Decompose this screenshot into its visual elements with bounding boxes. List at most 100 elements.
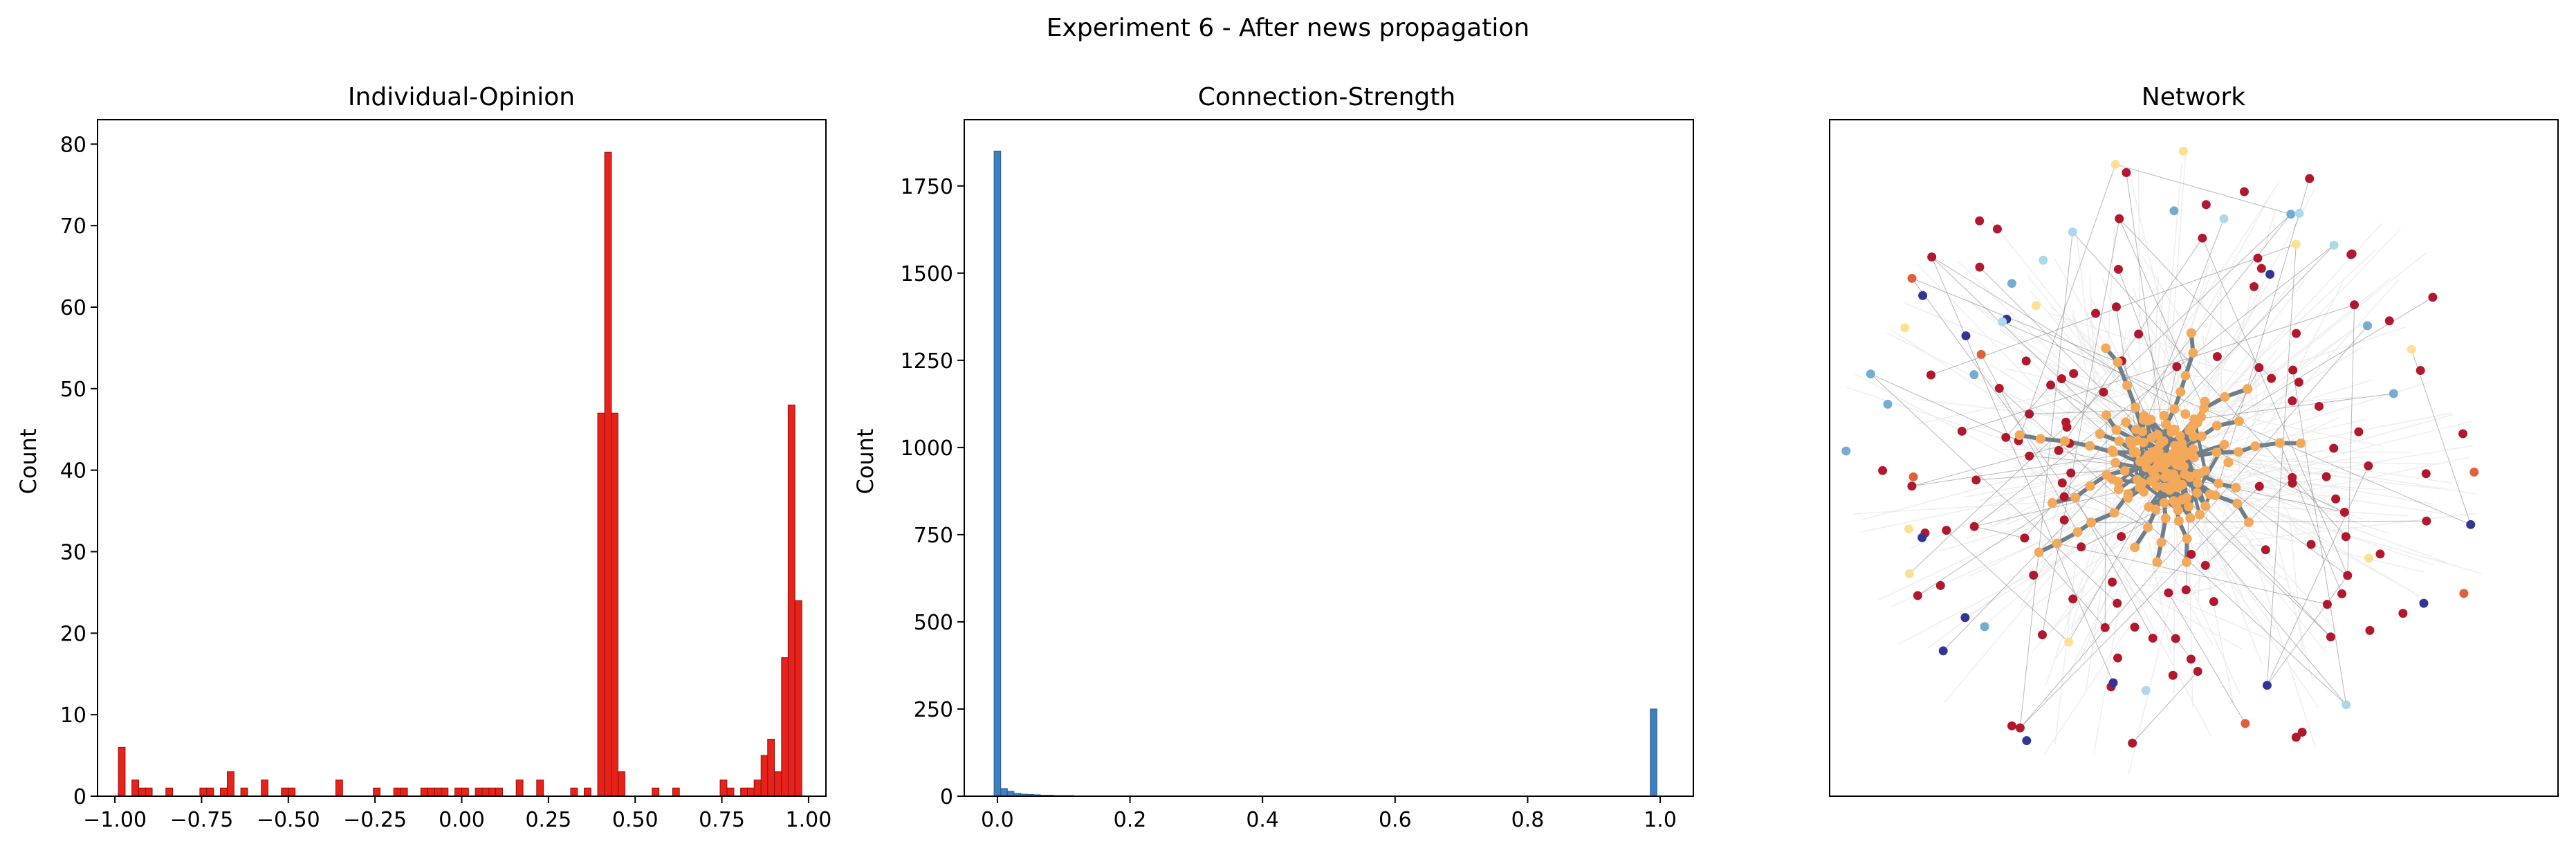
network-node-orange [2188, 348, 2198, 358]
opinion-histogram-bar [598, 413, 605, 796]
opinion-histogram-bar [228, 772, 234, 796]
network-node-orange [2296, 439, 2306, 448]
network-node [2295, 209, 2304, 218]
network-node [1917, 533, 1926, 542]
opinion-histogram-xtick-label: 0.00 [439, 808, 485, 832]
opinion-histogram-bar [462, 788, 469, 796]
network-background-edge [2174, 495, 2175, 694]
opinion-histogram-xtick-label: 0.50 [612, 808, 659, 832]
network-node [2114, 265, 2123, 274]
network-node-orange [2111, 425, 2121, 435]
network-node-orange [2219, 440, 2229, 450]
network-node-orange [2169, 404, 2179, 414]
network-node [1927, 252, 1936, 261]
network-node-orange [2197, 432, 2207, 441]
network-node-orange [2110, 458, 2120, 468]
connection-histogram-ytick-label: 1750 [901, 175, 953, 199]
network-node [1878, 466, 1887, 475]
network-node [2007, 721, 2016, 730]
opinion-histogram-bar [768, 739, 775, 796]
connection-histogram-xtick-label: 1.0 [1644, 808, 1677, 832]
network-node [1907, 481, 1916, 490]
network-node-orange [2275, 438, 2285, 448]
network-node [2169, 671, 2178, 680]
network-node [2109, 679, 2118, 688]
opinion-histogram-ytick-label: 30 [60, 541, 86, 565]
network-node-orange [2101, 343, 2110, 353]
network-node-orange [2086, 481, 2095, 491]
opinion-histogram-bar [652, 788, 659, 796]
opinion-histogram-ytick-label: 20 [60, 622, 86, 646]
network-node-orange [2175, 387, 2185, 397]
opinion-histogram-bar [288, 788, 295, 796]
network-node-orange [2131, 403, 2140, 412]
opinion-histogram-ytick-label: 70 [60, 214, 86, 239]
network-node [2172, 362, 2181, 371]
connection-histogram-xtick-label: 0.4 [1246, 808, 1279, 832]
opinion-histogram-bar [221, 788, 228, 796]
opinion-histogram-bar [145, 788, 152, 796]
network-node [1939, 646, 1948, 655]
network-node [2346, 250, 2355, 259]
network-node-orange [2157, 537, 2166, 547]
network-node [2198, 234, 2207, 243]
network-node [2016, 724, 2025, 733]
opinion-histogram-ytick-label: 60 [60, 296, 86, 320]
network-node [2060, 493, 2069, 502]
connection-histogram-bar [1007, 791, 1014, 796]
opinion-histogram-xtick-label: 0.75 [699, 808, 745, 832]
network-node [2255, 482, 2264, 491]
network-node [2112, 302, 2121, 311]
network-node [2131, 623, 2140, 632]
network-node [2322, 472, 2331, 481]
network-node-orange [2114, 436, 2124, 446]
network-node [1908, 274, 1917, 283]
network-node [2117, 532, 2126, 541]
opinion-histogram-bar [166, 788, 173, 796]
network-node-orange [2195, 510, 2205, 520]
opinion-histogram-bar [761, 755, 768, 796]
opinion-histogram-bar [775, 772, 782, 796]
opinion-histogram-bar [537, 780, 544, 796]
opinion-histogram-bar [618, 772, 625, 796]
network-node-orange [2214, 479, 2223, 488]
network-node [2111, 160, 2120, 169]
network-node [2179, 147, 2188, 156]
opinion-histogram-bar [241, 788, 248, 796]
network-node-orange [2182, 534, 2192, 544]
network-node [2466, 520, 2475, 529]
network-node [1995, 384, 2004, 393]
connection-histogram-xtick-label: 0.2 [1114, 808, 1147, 832]
opinion-histogram-ylabel: Count [15, 428, 42, 494]
network-node-orange [2171, 499, 2181, 509]
network-node [1841, 446, 1850, 455]
opinion-histogram-bar [421, 788, 427, 796]
network-node-orange [2142, 463, 2151, 472]
network-node [2342, 700, 2350, 709]
opinion-histogram-ytick-label: 0 [73, 785, 86, 809]
opinion-histogram-bar [261, 780, 268, 796]
network-node [2416, 366, 2425, 375]
network-node [2364, 553, 2373, 562]
opinion-histogram-ytick-label: 50 [60, 378, 86, 402]
opinion-histogram-bar [394, 788, 401, 796]
network-node-orange [2244, 517, 2254, 527]
network-node-orange [2120, 466, 2130, 476]
network-node [2115, 214, 2124, 223]
connection-histogram-ytick-label: 500 [914, 611, 953, 635]
network-node-orange [2234, 416, 2244, 426]
network-node-orange [2122, 380, 2132, 390]
network-node [2326, 632, 2335, 641]
network-node [2025, 410, 2034, 419]
network-node [2007, 279, 2016, 288]
opinion-histogram-bar [207, 788, 214, 796]
opinion-histogram-xtick-label: 0.25 [525, 808, 571, 832]
opinion-histogram-ytick-label: 80 [60, 133, 86, 157]
network-node-orange [2212, 421, 2222, 430]
opinion-histogram-bar [795, 600, 802, 796]
network-node [2407, 345, 2416, 354]
network-node [2169, 206, 2178, 215]
connection-histogram-bar [994, 151, 1001, 796]
network-node [1913, 591, 1922, 600]
network-node [1926, 371, 1935, 380]
